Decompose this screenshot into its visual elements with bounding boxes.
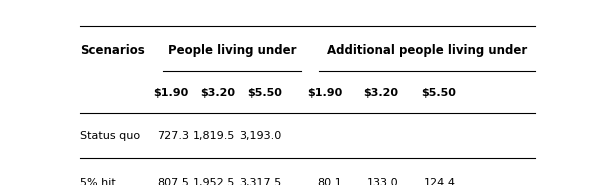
- Text: 124.4: 124.4: [424, 178, 456, 185]
- Text: 133.0: 133.0: [367, 178, 398, 185]
- Text: $5.50: $5.50: [421, 88, 456, 98]
- Text: 3,317.5: 3,317.5: [239, 178, 282, 185]
- Text: People living under: People living under: [167, 44, 296, 57]
- Text: Scenarios: Scenarios: [80, 44, 145, 57]
- Text: 1,952.5: 1,952.5: [193, 178, 235, 185]
- Text: $1.90: $1.90: [307, 88, 343, 98]
- Text: Status quo: Status quo: [80, 131, 140, 141]
- Text: $3.20: $3.20: [200, 88, 235, 98]
- Text: 80.1: 80.1: [317, 178, 343, 185]
- Text: $1.90: $1.90: [154, 88, 189, 98]
- Text: 3,193.0: 3,193.0: [239, 131, 282, 141]
- Text: 1,819.5: 1,819.5: [193, 131, 235, 141]
- Text: 5% hit: 5% hit: [80, 178, 115, 185]
- Text: 807.5: 807.5: [157, 178, 189, 185]
- Text: Additional people living under: Additional people living under: [327, 44, 527, 57]
- Text: $3.20: $3.20: [363, 88, 398, 98]
- Text: $5.50: $5.50: [247, 88, 282, 98]
- Text: 727.3: 727.3: [157, 131, 189, 141]
